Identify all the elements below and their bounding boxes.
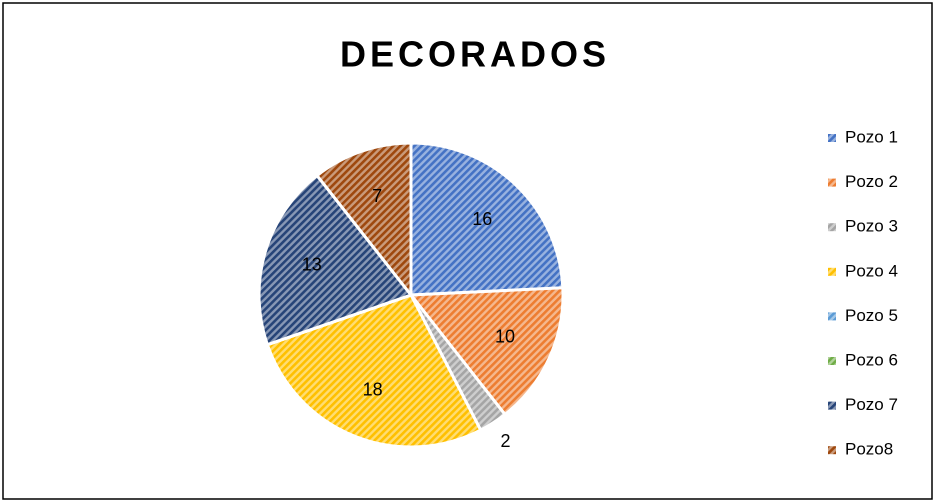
legend-swatch	[828, 223, 836, 232]
data-label: 10	[495, 327, 515, 347]
legend-swatch	[828, 267, 836, 276]
legend-label: Pozo 4	[845, 261, 898, 280]
legend-label: Pozo 5	[845, 306, 898, 325]
legend-swatch	[828, 446, 836, 455]
legend-label: Pozo 2	[845, 172, 898, 191]
pie-slice	[409, 141, 565, 297]
pie-slice	[265, 293, 483, 449]
legend-label: Pozo 1	[845, 127, 898, 146]
legend-swatch	[828, 401, 836, 410]
legend-label: Pozo 7	[845, 395, 898, 414]
data-label: 7	[372, 186, 382, 206]
data-label: 16	[472, 209, 492, 229]
pie-slice	[314, 141, 413, 300]
legend-swatch	[828, 357, 836, 365]
legend-swatch	[828, 178, 836, 187]
data-label: 2	[500, 431, 510, 451]
legend-swatch	[828, 134, 836, 142]
pie-slice	[257, 173, 414, 347]
data-label: 13	[302, 255, 322, 275]
legend-label: Pozo8	[845, 440, 893, 459]
pie-slice	[408, 286, 565, 417]
legend-label: Pozo 3	[845, 217, 898, 236]
legend-label: Pozo 6	[845, 350, 898, 369]
data-label: 18	[363, 380, 383, 400]
chart-title: DECORADOS	[340, 34, 610, 75]
legend-swatch	[828, 312, 836, 321]
